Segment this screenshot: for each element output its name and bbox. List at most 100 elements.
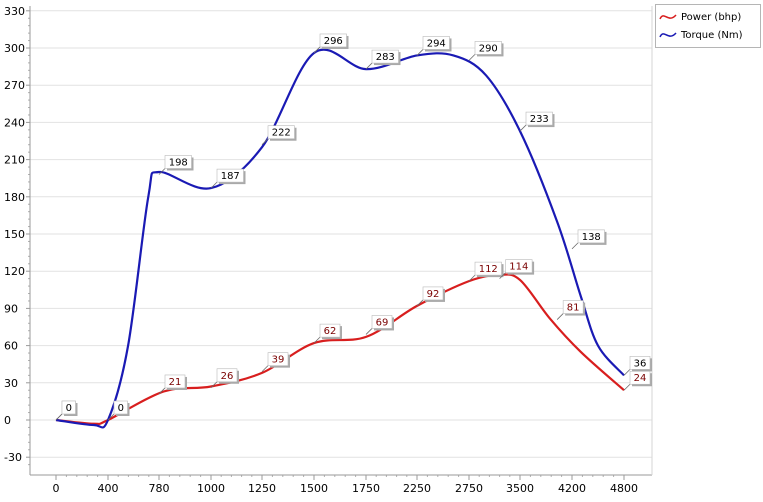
power-data-label-box bbox=[474, 261, 502, 276]
power-data-label: 81 bbox=[556, 300, 586, 320]
power-data-label: 114 bbox=[499, 259, 535, 279]
torque-data-label: 222 bbox=[261, 125, 297, 146]
power-data-label-text: 114 bbox=[509, 262, 528, 273]
power-data-label-box bbox=[371, 315, 393, 329]
torque-data-label-leader bbox=[107, 413, 115, 421]
torque-data-label-text: 187 bbox=[221, 171, 240, 182]
y-tick-label: 60 bbox=[4, 340, 18, 353]
plot-background bbox=[30, 6, 652, 475]
power-data-label-text: 21 bbox=[169, 377, 182, 388]
torque-data-label-text: 0 bbox=[118, 403, 124, 414]
power-data-label: 39 bbox=[261, 352, 290, 372]
torque-data-label-text: 294 bbox=[427, 38, 446, 49]
y-tick-label: 210 bbox=[4, 154, 25, 167]
torque-data-label-text: 0 bbox=[66, 403, 72, 414]
y-tick-labels: -30 0 30 60 90 120 150 180 210 240 270 300 330 bbox=[4, 5, 25, 464]
power-data-label-leader bbox=[499, 272, 506, 279]
x-tick-label: 0 bbox=[53, 482, 60, 495]
torque-data-label-text: 233 bbox=[530, 114, 549, 125]
torque-data-label: 198 bbox=[158, 155, 194, 175]
torque-data-label-leader bbox=[519, 124, 527, 132]
power-data-label-box bbox=[562, 300, 584, 314]
legend: Power (bhp) Torque (Nm) bbox=[655, 4, 761, 48]
torque-data-label-leader bbox=[158, 168, 166, 175]
torque-data-label-box bbox=[216, 168, 244, 183]
power-data-label-text: 92 bbox=[427, 289, 440, 300]
torque-series-swatch-icon bbox=[659, 32, 677, 38]
torque-data-label-text: 198 bbox=[169, 157, 188, 168]
torque-data-label-leader bbox=[210, 181, 218, 189]
power-data-label-text: 24 bbox=[634, 373, 647, 384]
power-data-label-leader bbox=[556, 313, 564, 320]
y-tick-label: 240 bbox=[4, 116, 25, 129]
y-tick-label: 30 bbox=[4, 377, 18, 390]
x-tick-label: 1750 bbox=[352, 482, 380, 495]
y-tick-label: 90 bbox=[4, 302, 18, 315]
torque-data-label-text: 290 bbox=[479, 43, 498, 54]
x-tick-label: 2750 bbox=[455, 482, 483, 495]
power-data-label-text: 62 bbox=[324, 326, 337, 337]
torque-data-label: 36 bbox=[623, 356, 652, 376]
x-tick-label: 1500 bbox=[300, 482, 328, 495]
torque-data-label: 290 bbox=[468, 41, 504, 61]
y-tick-label: 270 bbox=[4, 79, 25, 92]
power-data-label-text: 81 bbox=[567, 303, 580, 314]
torque-data-label-box bbox=[61, 400, 76, 415]
x-tick-label: 1250 bbox=[248, 482, 276, 495]
torque-data-label-leader bbox=[261, 138, 269, 146]
axes bbox=[29, 6, 653, 476]
torque-data-label-leader bbox=[416, 49, 424, 56]
y-tick-label: 300 bbox=[4, 42, 25, 55]
power-data-label-leader bbox=[416, 299, 424, 307]
torque-data-label-leader bbox=[55, 413, 63, 421]
torque-data-label: 294 bbox=[416, 36, 452, 56]
torque-data-label: 233 bbox=[519, 111, 555, 132]
legend-item-power: Power (bhp) bbox=[659, 9, 741, 25]
power-data-label: 24 bbox=[623, 370, 652, 391]
power-data-label-box bbox=[319, 323, 341, 338]
power-data-label-text: 39 bbox=[272, 355, 285, 366]
y-tick-label: 150 bbox=[4, 228, 25, 241]
torque-data-label-leader bbox=[623, 369, 631, 376]
y-tick-label: 120 bbox=[4, 265, 25, 278]
power-data-label-box bbox=[216, 368, 238, 383]
torque-data-label: 0 bbox=[55, 400, 78, 421]
torque-data-label-leader bbox=[468, 54, 476, 61]
torque-data-label-text: 222 bbox=[272, 128, 291, 139]
y-tick-label: 330 bbox=[4, 5, 25, 18]
x-tick-label: 3500 bbox=[506, 482, 534, 495]
torque-data-label-box bbox=[525, 111, 553, 126]
x-tick-label: 400 bbox=[98, 482, 119, 495]
torque-data-label-text: 296 bbox=[324, 36, 343, 47]
torque-data-label-text: 36 bbox=[634, 358, 647, 369]
power-data-label-leader bbox=[623, 383, 631, 391]
power-data-label-leader bbox=[158, 387, 166, 395]
power-data-label-box bbox=[505, 259, 533, 273]
power-data-label-box bbox=[422, 286, 444, 301]
torque-data-label: 283 bbox=[365, 49, 401, 70]
power-data-label-text: 69 bbox=[376, 317, 389, 328]
torque-data-label-box bbox=[422, 36, 450, 50]
y-tick-label: -30 bbox=[4, 451, 22, 464]
power-data-label-box bbox=[164, 374, 186, 389]
legend-item-torque: Torque (Nm) bbox=[659, 27, 743, 43]
torque-data-label-box bbox=[113, 400, 128, 415]
torque-series-line bbox=[55, 48, 625, 429]
power-data-label: 26 bbox=[210, 368, 239, 389]
power-data-label-text: 112 bbox=[479, 264, 498, 275]
torque-data-label-text: 138 bbox=[582, 232, 601, 243]
power-data-label: 112 bbox=[468, 261, 504, 282]
power-data-label-leader bbox=[313, 336, 321, 344]
power-series-swatch-icon bbox=[659, 14, 677, 20]
torque-data-label-box bbox=[371, 49, 399, 64]
x-tick-labels: 0 400 780 1000 1250 1500 1750 2250 2750 3500 4200 4… bbox=[53, 482, 639, 495]
torque-data-label-box bbox=[629, 356, 651, 370]
power-data-label: 62 bbox=[313, 323, 342, 344]
x-tick-label: 2250 bbox=[403, 482, 431, 495]
power-data-label-box bbox=[267, 352, 289, 366]
power-data-label-text: 26 bbox=[221, 371, 234, 382]
x-tick-label: 780 bbox=[149, 482, 170, 495]
torque-data-label-box bbox=[267, 125, 295, 140]
power-data-label: 69 bbox=[365, 315, 394, 335]
